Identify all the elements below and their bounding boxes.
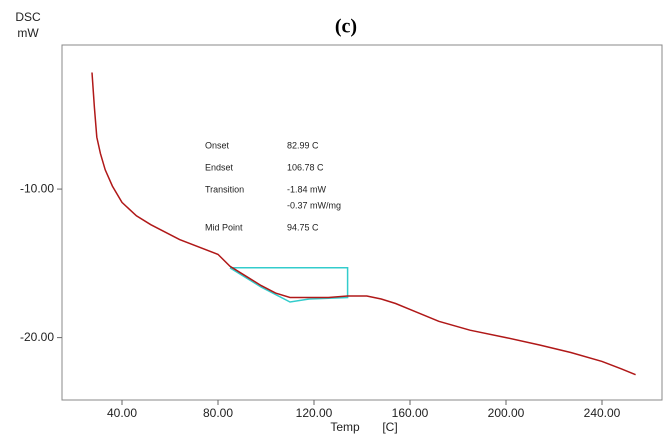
y-tick-label: -10.00 xyxy=(20,181,54,195)
x-tick-label: 160.00 xyxy=(392,406,429,420)
annotation-value: -1.84 mW xyxy=(287,184,327,194)
annotation-label: Mid Point xyxy=(205,222,243,232)
x-axis-label: Temp xyxy=(330,420,360,434)
plot-frame xyxy=(61,44,663,401)
annotation-label: Endset xyxy=(205,162,234,172)
x-tick-label: 40.00 xyxy=(107,406,137,420)
annotation-value: 94.75 C xyxy=(287,222,319,232)
x-tick-label: 80.00 xyxy=(203,406,233,420)
annotation-value: -0.37 mW/mg xyxy=(287,200,341,210)
x-axis-label: [C] xyxy=(382,420,397,434)
y-axis-label: DSC xyxy=(15,10,41,24)
x-tick-label: 240.00 xyxy=(584,406,621,420)
analysis-line xyxy=(229,267,349,303)
annotation-label: Transition xyxy=(205,184,244,194)
annotation-label: Onset xyxy=(205,140,230,150)
x-tick-label: 120.00 xyxy=(296,406,333,420)
chart-title: (c) xyxy=(335,16,357,38)
dsc-curve xyxy=(91,72,636,376)
x-tick-label: 200.00 xyxy=(488,406,525,420)
y-axis-label: mW xyxy=(17,26,39,40)
y-tick-label: -20.00 xyxy=(20,330,54,344)
annotation-value: 106.78 C xyxy=(287,162,324,172)
annotation-value: 82.99 C xyxy=(287,140,319,150)
